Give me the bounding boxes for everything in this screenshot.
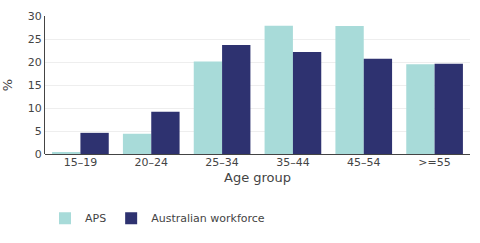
svg-text:5: 5	[35, 125, 42, 138]
svg-text:10: 10	[28, 102, 42, 115]
svg-text:0: 0	[35, 148, 42, 161]
svg-text:30: 30	[28, 10, 42, 23]
svg-text:25: 25	[28, 33, 42, 46]
svg-text:15: 15	[28, 79, 42, 92]
svg-text:35–44: 35–44	[276, 156, 310, 169]
svg-text:%: %	[0, 79, 15, 91]
svg-text:Australian workforce: Australian workforce	[151, 212, 265, 225]
svg-text:APS: APS	[85, 212, 106, 225]
svg-text:20: 20	[28, 56, 42, 69]
svg-text:>=55: >=55	[418, 156, 450, 169]
svg-text:Age group: Age group	[224, 170, 291, 185]
svg-text:45–54: 45–54	[347, 156, 381, 169]
svg-text:15–19: 15–19	[64, 156, 98, 169]
svg-text:20–24: 20–24	[135, 156, 169, 169]
svg-text:25–34: 25–34	[205, 156, 239, 169]
